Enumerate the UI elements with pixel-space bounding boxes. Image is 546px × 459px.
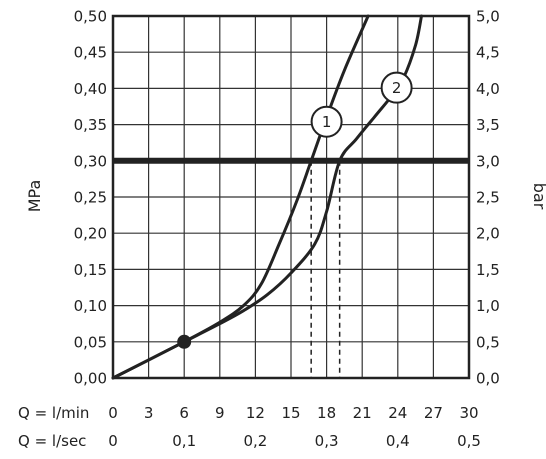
y-right-tick-label: 0,5 <box>476 333 500 351</box>
x-primary-tick-label: 30 <box>459 404 478 422</box>
x-secondary-tick-label: 0 <box>108 432 118 450</box>
curve-labels: 12 <box>310 71 413 138</box>
y-right-tick-label: 2,5 <box>476 189 500 207</box>
y-left-tick-label: 0,40 <box>74 80 107 98</box>
x-primary-tick-label: 3 <box>144 404 154 422</box>
plot-frame <box>111 14 471 380</box>
intersection-marker <box>177 334 192 349</box>
y-left-tick-labels: 0,00 0,05 0,10 0,15 0,20 0,25 0,30 0,35 0,40 0,45… <box>74 8 107 388</box>
y-right-tick-label: 4,0 <box>476 80 500 98</box>
x-secondary-tick-label: 0,1 <box>172 432 196 450</box>
curve-label-circle-2 <box>380 71 413 104</box>
y-right-tick-label: 5,0 <box>476 8 500 26</box>
y-left-tick-label: 0,05 <box>74 333 107 351</box>
y-left-tick-label: 0,45 <box>74 44 107 62</box>
y-right-tick-label: 1,5 <box>476 261 500 279</box>
drop-lines <box>310 160 341 378</box>
x-primary-tick-label: 12 <box>246 404 265 422</box>
y-left-tick-label: 0,00 <box>74 370 107 388</box>
x-primary-tick-label: 21 <box>353 404 372 422</box>
y-right-tick-label: 3,5 <box>476 116 500 134</box>
x-primary-tick-label: 18 <box>317 404 336 422</box>
y-left-tick-label: 0,10 <box>74 297 107 315</box>
x-secondary-tick-label: 0,3 <box>315 432 339 450</box>
x-primary-tick-label: 6 <box>179 404 189 422</box>
y-axis-left-title: MPa <box>25 180 44 213</box>
x-primary-tick-label: 0 <box>108 404 118 422</box>
y-right-tick-label: 3,0 <box>476 152 500 170</box>
x-primary-tick-label: 15 <box>281 404 300 422</box>
y-left-tick-label: 0,25 <box>74 189 107 207</box>
y-left-tick-label: 0,35 <box>74 116 107 134</box>
x-secondary-tick-label: 0,5 <box>457 432 481 450</box>
curve-label-2: 2 <box>392 79 402 97</box>
grid <box>111 14 471 380</box>
x-tick-labels: 0 3 6 9 12 15 18 21 24 27 30 0 0,1 0,2 0,3 0,4 0,5 <box>108 404 481 450</box>
y-left-tick-label: 0,50 <box>74 8 107 26</box>
y-left-tick-label: 0,20 <box>74 225 107 243</box>
x-primary-tick-label: 27 <box>424 404 443 422</box>
y-axis-right-title: bar <box>530 183 546 210</box>
y-right-tick-label: 2,0 <box>476 225 500 243</box>
x-primary-tick-label: 24 <box>388 404 407 422</box>
x-primary-axis-title: Q = l/min <box>18 404 89 422</box>
y-right-tick-label: 0,0 <box>476 370 500 388</box>
y-left-tick-label: 0,30 <box>74 152 107 170</box>
x-primary-tick-label: 9 <box>215 404 225 422</box>
y-right-tick-label: 4,5 <box>476 44 500 62</box>
x-secondary-axis-title: Q = l/sec <box>18 432 86 450</box>
y-right-tick-labels: 0,0 0,5 1,0 1,5 2,0 2,5 3,0 3,5 4,0 4,5 5,0 <box>476 8 500 388</box>
y-right-tick-label: 1,0 <box>476 297 500 315</box>
x-secondary-tick-label: 0,4 <box>386 432 410 450</box>
curve-label-circle-1 <box>310 105 343 138</box>
curve-label-1: 1 <box>322 113 332 131</box>
x-secondary-tick-label: 0,2 <box>243 432 267 450</box>
y-left-tick-label: 0,15 <box>74 261 107 279</box>
